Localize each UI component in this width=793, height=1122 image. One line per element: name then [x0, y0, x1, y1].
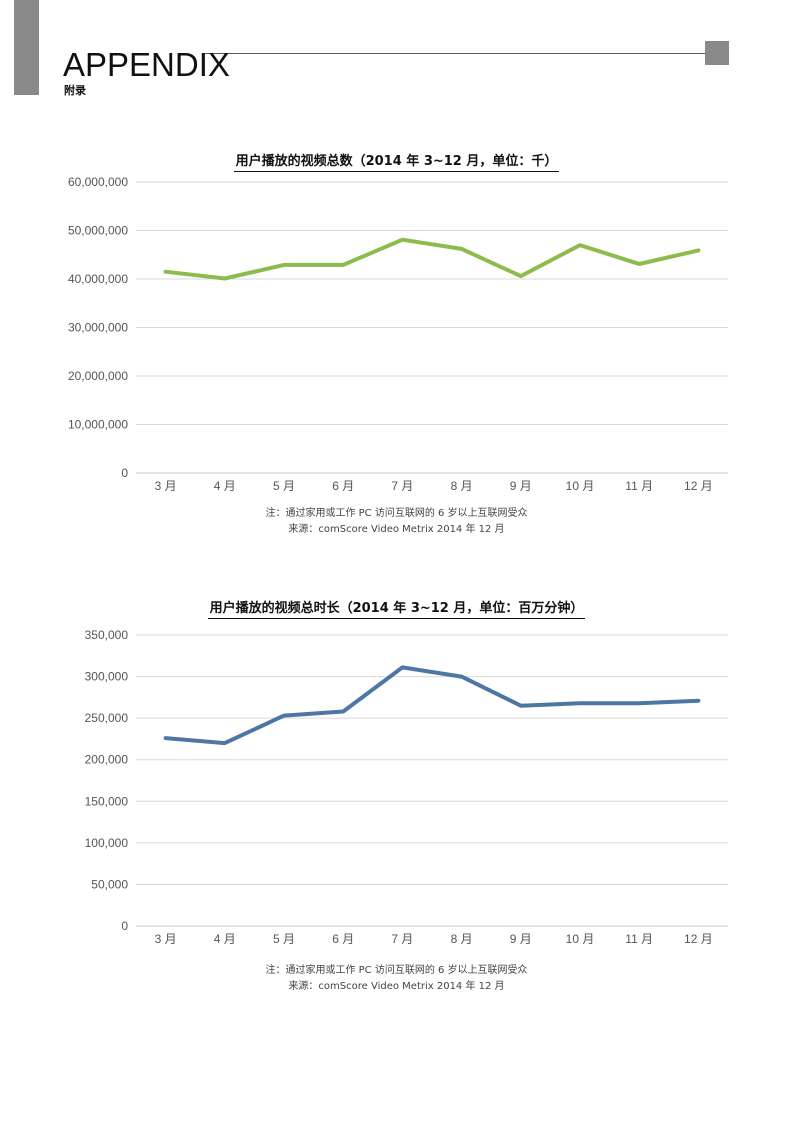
chart1-data-point	[341, 263, 345, 267]
chart1-data-point	[637, 262, 641, 266]
chart1-data-point	[282, 263, 286, 267]
chart2-data-point	[460, 675, 464, 679]
chart2-data-point	[696, 699, 700, 703]
chart1-data-point	[519, 274, 523, 278]
chart1-ytick-label: 10,000,000	[68, 418, 128, 432]
chart1-notes: 注：通过家用或工作 PC 访问互联网的 6 岁以上互联网受众 来源：comSco…	[0, 506, 793, 538]
chart1-ytick-label: 30,000,000	[68, 321, 128, 335]
chart2-data-point	[341, 709, 345, 713]
chart1-xtick-label: 4 月	[214, 479, 236, 493]
chart1-title: 用户播放的视频总数（2014 年 3~12 月，单位：千）	[233, 150, 560, 172]
chart1-data-point	[223, 277, 227, 281]
chart1-ytick-label: 50,000,000	[68, 224, 128, 238]
chart2-ytick-label: 200,000	[85, 753, 129, 767]
chart2-data-point	[400, 665, 404, 669]
side-tab-marker	[14, 0, 39, 95]
chart1-data-point	[578, 243, 582, 247]
chart2-xtick-label: 5 月	[273, 932, 295, 946]
chart2-data-point	[519, 704, 523, 708]
chart2-xtick-label: 11 月	[625, 932, 653, 946]
header-rule	[205, 53, 705, 54]
chart2-series-line	[163, 665, 701, 746]
chart1-data-point	[460, 247, 464, 251]
chart2-ytick-label: 300,000	[85, 670, 129, 684]
chart1-source: 来源：comScore Video Metrix 2014 年 12 月	[288, 524, 505, 535]
chart2-data-point	[282, 714, 286, 718]
chart2-ytick-label: 100,000	[85, 836, 129, 850]
chart1-xtick-label: 8 月	[451, 479, 473, 493]
chart2-xtick-label: 10 月	[566, 932, 595, 946]
chart2-ytick-label: 50,000	[91, 877, 128, 891]
chart2-xtick-label: 6 月	[332, 932, 354, 946]
chart2-xtick-label: 8 月	[451, 932, 473, 946]
chart1-xtick-label: 10 月	[566, 479, 595, 493]
chart1-series-line	[163, 237, 701, 281]
chart1-xtick-label: 9 月	[510, 479, 532, 493]
chart1-title-wrap: 用户播放的视频总数（2014 年 3~12 月，单位：千）	[0, 150, 793, 172]
chart1-xtick-label: 6 月	[332, 479, 354, 493]
header-box-marker	[705, 41, 729, 65]
chart1-data-point	[164, 270, 168, 274]
chart2-ytick-label: 0	[121, 919, 128, 933]
chart2-data-point	[578, 701, 582, 705]
chart2-ytick-label: 150,000	[85, 794, 129, 808]
chart2-svg: 0 50,000 100,000 150,000 200,000 250,000 300,0…	[85, 628, 728, 946]
chart1-ytick-label: 20,000,000	[68, 369, 128, 383]
chart2-xtick-label: 4 月	[214, 932, 236, 946]
page-title: APPENDIX	[63, 46, 230, 83]
chart2-xtick-label: 12 月	[684, 932, 713, 946]
chart1-xtick-label: 11 月	[625, 479, 653, 493]
chart2-title: 用户播放的视频总时长（2014 年 3~12 月，单位：百万分钟）	[207, 597, 586, 619]
chart1-ytick-label: 60,000,000	[68, 175, 128, 189]
chart2-xtick-label: 7 月	[391, 932, 413, 946]
chart2-note: 注：通过家用或工作 PC 访问互联网的 6 岁以上互联网受众	[265, 965, 528, 976]
chart1-xtick-label: 12 月	[684, 479, 713, 493]
chart2-notes: 注：通过家用或工作 PC 访问互联网的 6 岁以上互联网受众 来源：comSco…	[0, 963, 793, 995]
chart2-data-point	[223, 741, 227, 745]
page-subtitle: 附录	[64, 84, 86, 97]
chart2-data-point	[164, 736, 168, 740]
chart2-ytick-label: 350,000	[85, 628, 129, 642]
chart1-xtick-label: 3 月	[155, 479, 177, 493]
chart1-ytick-label: 0	[121, 466, 128, 480]
chart1-data-point	[400, 238, 404, 242]
chart2-xtick-label: 3 月	[155, 932, 177, 946]
chart1-data-point	[696, 248, 700, 252]
chart1-xtick-label: 7 月	[391, 479, 413, 493]
chart1-svg: 0 10,000,000 20,000,000 30,000,000 40,000,00…	[68, 175, 728, 493]
chart2-data-point	[637, 701, 641, 705]
chart1-note: 注：通过家用或工作 PC 访问互联网的 6 岁以上互联网受众	[265, 508, 528, 519]
chart1-xtick-label: 5 月	[273, 479, 295, 493]
chart1-ytick-label: 40,000,000	[68, 272, 128, 286]
chart2-title-wrap: 用户播放的视频总时长（2014 年 3~12 月，单位：百万分钟）	[0, 597, 793, 619]
chart2-xtick-label: 9 月	[510, 932, 532, 946]
chart2-source: 来源：comScore Video Metrix 2014 年 12 月	[288, 981, 505, 992]
chart2-ytick-label: 250,000	[85, 711, 129, 725]
